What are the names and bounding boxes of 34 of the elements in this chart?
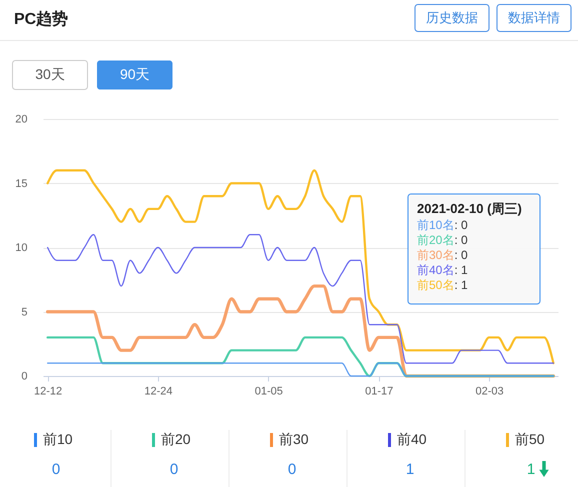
annotation: 前10名: 0 — [417, 218, 468, 232]
y-tick-label: 20 — [15, 114, 28, 126]
category-label: 前50 — [515, 431, 545, 447]
x-tick-label: 01-05 — [254, 386, 283, 398]
y-tick-label: 15 — [15, 178, 28, 190]
y-tick-label: 5 — [21, 306, 28, 318]
text: 30天 — [35, 66, 65, 82]
category-label: 前20 — [161, 431, 191, 447]
line-series — [46, 336, 554, 378]
annotation: 前50名: 1 — [417, 278, 468, 292]
text: 数据详情 — [508, 10, 560, 25]
data-label: 0 — [170, 461, 178, 478]
y-tick-label: 0 — [21, 370, 28, 382]
x-tick-label: 02-03 — [475, 386, 504, 398]
category-label: 前40 — [397, 431, 427, 447]
line-series — [46, 169, 554, 364]
text: 90天 — [120, 66, 150, 82]
category-label: 前30 — [279, 431, 309, 447]
annotation: 前20名: 0 — [417, 233, 468, 247]
x-tick-label: 01-17 — [365, 386, 394, 398]
y-tick-label: 10 — [15, 242, 28, 254]
annotation: 前40名: 1 — [417, 263, 468, 277]
data-label: 0 — [288, 461, 296, 478]
annotation: 2021-02-10 (周三) — [417, 201, 522, 216]
chart-title: PC趋势 — [14, 10, 68, 28]
text: 历史数据 — [426, 10, 478, 25]
data-label: 0 — [52, 461, 60, 478]
annotation: 前30名: 0 — [417, 248, 468, 262]
data-label: 1 — [406, 461, 414, 478]
category-label: 前10 — [43, 431, 73, 447]
data-label: 1 — [526, 461, 536, 478]
x-tick-label: 12-12 — [34, 386, 62, 398]
line-series — [47, 234, 554, 364]
x-tick-label: 12-24 — [144, 386, 173, 398]
